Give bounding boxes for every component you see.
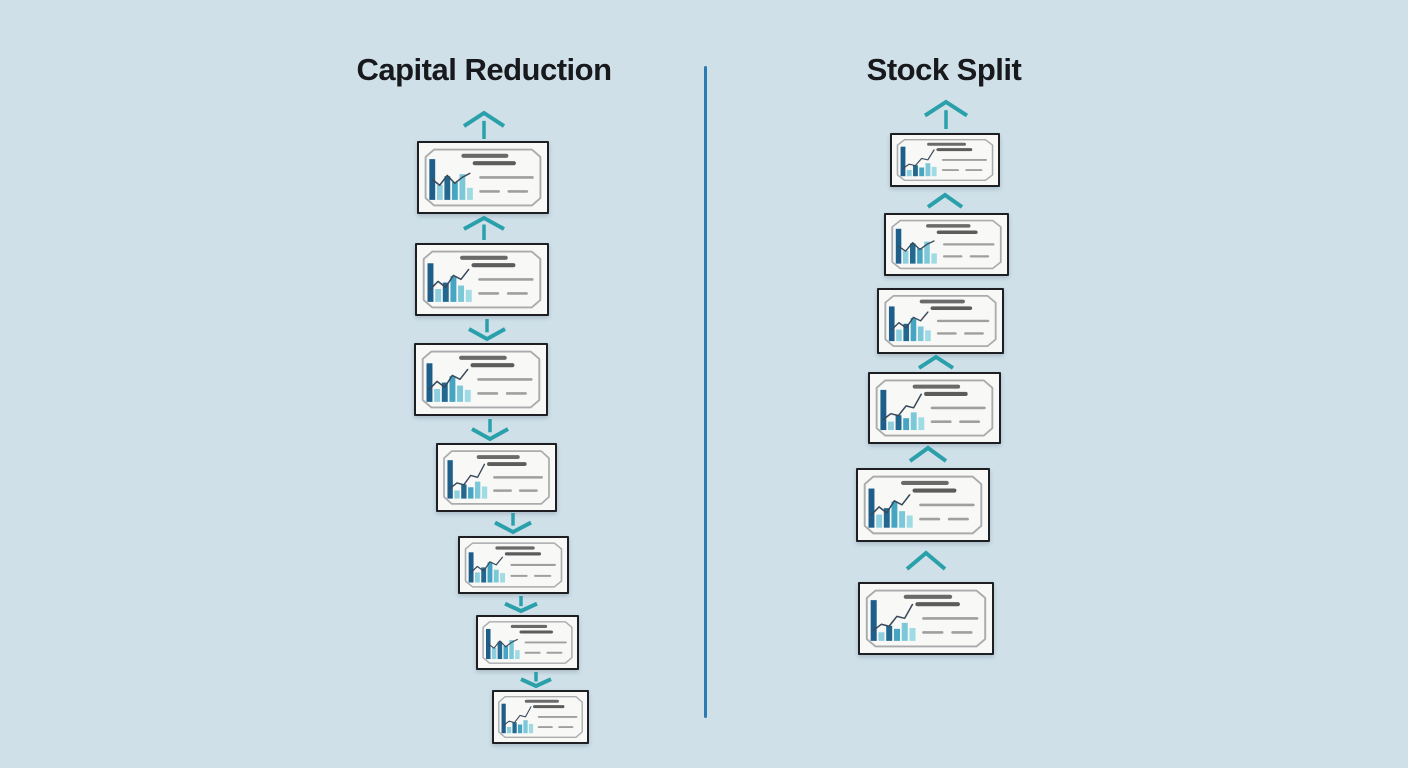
certificate-text-lines xyxy=(524,699,578,729)
certificate-graphic xyxy=(464,542,563,588)
certificate-inner-border xyxy=(422,250,542,309)
stock-certificate-card xyxy=(476,615,579,670)
arrow-up-icon xyxy=(462,110,506,140)
trend-line xyxy=(890,311,929,331)
trend-line xyxy=(429,268,470,290)
bar-chart-icon xyxy=(429,159,473,200)
certificate-text-lines xyxy=(926,224,995,258)
trend-line xyxy=(882,393,922,421)
certificate-inner-border xyxy=(424,148,542,207)
bar-chart-icon xyxy=(900,146,937,177)
certificate-graphic xyxy=(498,696,583,738)
arrow-up-icon xyxy=(923,99,969,130)
certificate-graphic xyxy=(443,450,550,505)
stock-certificate-card xyxy=(414,343,548,416)
stock-certificate-card xyxy=(417,141,549,214)
stock-certificate-card xyxy=(884,213,1009,276)
certificate-graphic xyxy=(422,250,542,309)
certificate-graphic xyxy=(421,350,541,409)
certificate-graphic xyxy=(891,219,1002,270)
bar-chart-icon xyxy=(870,600,916,641)
arrow-down-icon xyxy=(493,512,533,535)
certificate-inner-border xyxy=(464,542,563,588)
bar-chart-icon xyxy=(868,488,913,528)
bar-chart-icon xyxy=(426,363,471,402)
trend-line xyxy=(470,556,504,574)
certificate-graphic xyxy=(863,475,983,535)
trend-line xyxy=(428,368,469,390)
trend-line xyxy=(897,240,935,252)
bar-chart-icon xyxy=(468,552,506,583)
certificate-inner-border xyxy=(891,219,1002,270)
certificate-graphic xyxy=(884,295,997,347)
trend-line xyxy=(449,463,486,490)
bar-chart-icon xyxy=(880,389,925,431)
bar-chart-icon xyxy=(888,306,931,342)
certificate-text-lines xyxy=(903,594,979,634)
certificate-inner-border xyxy=(863,475,983,535)
arrow-down-icon xyxy=(519,671,553,689)
certificate-text-lines xyxy=(919,299,990,335)
bar-chart-icon xyxy=(427,263,472,302)
arrow-down-icon xyxy=(467,318,507,342)
trend-line xyxy=(870,494,911,516)
divider-line xyxy=(704,66,707,718)
stock-certificate-card xyxy=(458,536,569,594)
capital-reduction-title: Capital Reduction xyxy=(356,52,612,87)
certificate-text-lines xyxy=(510,624,567,654)
certificate-text-lines xyxy=(461,153,534,193)
arrow-up-icon xyxy=(462,215,506,241)
trend-line xyxy=(872,603,914,631)
chevron-up-icon xyxy=(908,445,948,463)
chevron-up-icon xyxy=(926,192,964,209)
certificate-text-lines xyxy=(912,384,986,423)
certificate-inner-border xyxy=(884,295,997,347)
stock-certificate-card xyxy=(415,243,549,316)
stock-certificate-card xyxy=(858,582,994,655)
certificate-graphic xyxy=(875,379,994,437)
trend-line xyxy=(902,149,935,169)
trend-line xyxy=(431,172,471,186)
chevron-up-icon xyxy=(905,550,947,571)
bar-chart-icon xyxy=(895,228,937,264)
certificate-inner-border xyxy=(443,450,550,505)
stock-certificate-card xyxy=(877,288,1004,354)
certificate-inner-border xyxy=(421,350,541,409)
bar-chart-icon xyxy=(447,460,488,499)
certificate-text-lines xyxy=(495,546,556,577)
certificate-text-lines xyxy=(901,480,975,521)
certificate-inner-border xyxy=(498,696,583,738)
certificate-text-lines xyxy=(476,455,543,492)
certificate-text-lines xyxy=(460,255,534,295)
certificate-inner-border xyxy=(482,621,573,664)
certificate-text-lines xyxy=(459,355,533,395)
trend-line xyxy=(487,638,518,649)
chevron-up-icon xyxy=(917,354,955,370)
arrow-down-icon xyxy=(470,418,510,442)
certificate-graphic xyxy=(424,148,542,207)
stock-split-title: Stock Split xyxy=(866,52,1022,87)
stock-certificate-card xyxy=(890,133,1000,187)
certificate-text-lines xyxy=(927,142,988,172)
stock-certificate-card xyxy=(436,443,557,512)
trend-line xyxy=(503,706,532,726)
certificate-graphic xyxy=(865,589,987,648)
stock-certificate-card xyxy=(856,468,990,542)
certificate-inner-border xyxy=(875,379,994,437)
certificate-graphic xyxy=(482,621,573,664)
arrow-down-icon xyxy=(503,595,539,614)
stock-certificate-card xyxy=(492,690,589,744)
certificate-graphic xyxy=(896,139,994,181)
bar-chart-icon xyxy=(486,628,520,660)
certificate-inner-border xyxy=(865,589,987,648)
bar-chart-icon xyxy=(501,703,534,734)
certificate-inner-border xyxy=(896,139,994,181)
stock-certificate-card xyxy=(868,372,1001,444)
